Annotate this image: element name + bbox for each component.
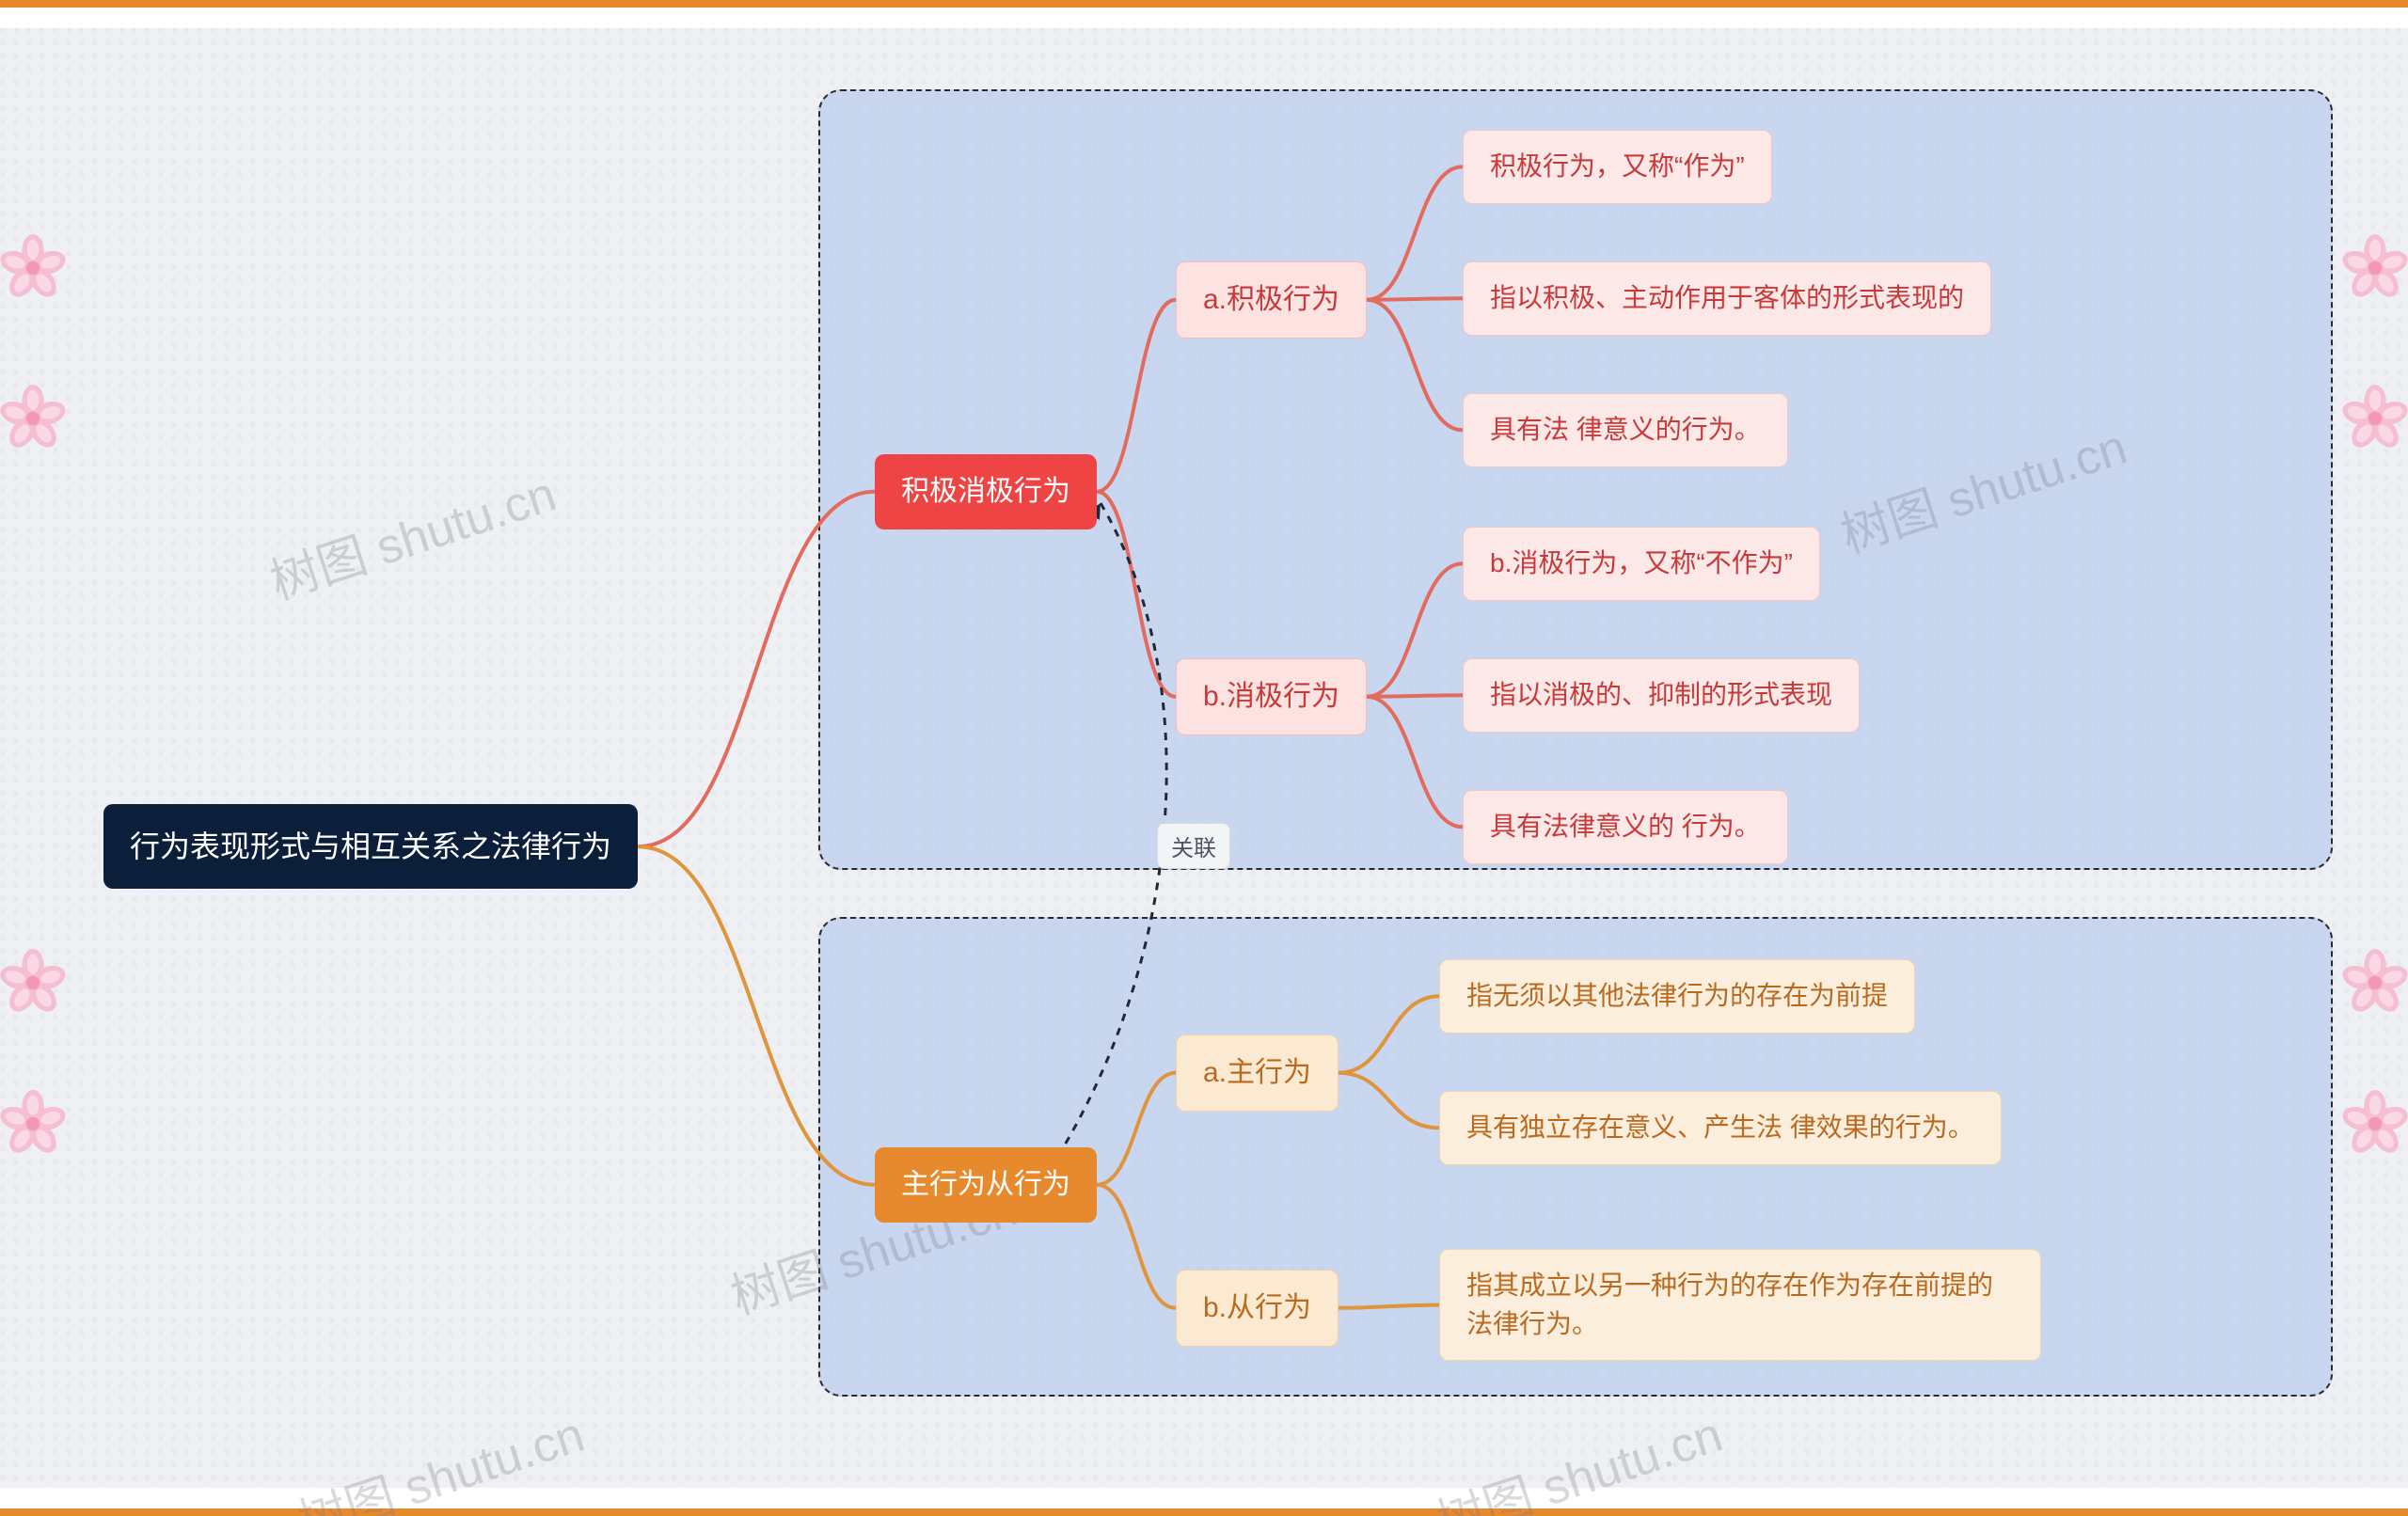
mindmap-node[interactable]: 指以消极的、抑制的形式表现	[1463, 658, 1860, 733]
flower-decoration	[2333, 376, 2408, 461]
mindmap-node[interactable]: b.消极行为，又称“不作为”	[1463, 527, 1820, 601]
mindmap-node[interactable]: a.积极行为	[1176, 261, 1367, 339]
page-border-bottom-inner	[0, 1488, 2408, 1508]
mindmap-node[interactable]: 积极消极行为	[875, 454, 1097, 529]
mindmap-node[interactable]: 具有法 律意义的行为。	[1463, 393, 1788, 467]
flower-decoration	[0, 376, 75, 461]
mindmap-node[interactable]: 具有独立存在意义、产生法 律效果的行为。	[1439, 1091, 2002, 1165]
page-border-top-inner	[0, 8, 2408, 28]
mindmap-node[interactable]: 指以积极、主动作用于客体的形式表现的	[1463, 261, 1991, 336]
mindmap-node[interactable]: a.主行为	[1176, 1034, 1339, 1112]
mindmap-node[interactable]: 指无须以其他法律行为的存在为前提	[1439, 959, 1915, 1034]
flower-decoration	[2333, 226, 2408, 310]
relation-label: 关联	[1157, 823, 1230, 869]
flower-decoration	[0, 226, 75, 310]
mindmap-node[interactable]: b.从行为	[1176, 1270, 1339, 1347]
mindmap-node[interactable]: 指其成立以另一种行为的存在作为存在前提的法律行为。	[1439, 1249, 2041, 1361]
page-border-bottom	[0, 1508, 2408, 1516]
mindmap-node[interactable]: 具有法律意义的 行为。	[1463, 790, 1788, 864]
mindmap-node[interactable]: 积极行为，又称“作为”	[1463, 130, 1772, 204]
flower-decoration	[0, 940, 75, 1025]
mindmap-node[interactable]: b.消极行为	[1176, 658, 1367, 735]
page-border-top	[0, 0, 2408, 8]
mindmap-node[interactable]: 行为表现形式与相互关系之法律行为	[103, 804, 638, 889]
flower-decoration	[0, 1082, 75, 1166]
mindmap-node[interactable]: 主行为从行为	[875, 1147, 1097, 1223]
flower-decoration	[2333, 940, 2408, 1025]
flower-decoration	[2333, 1082, 2408, 1166]
